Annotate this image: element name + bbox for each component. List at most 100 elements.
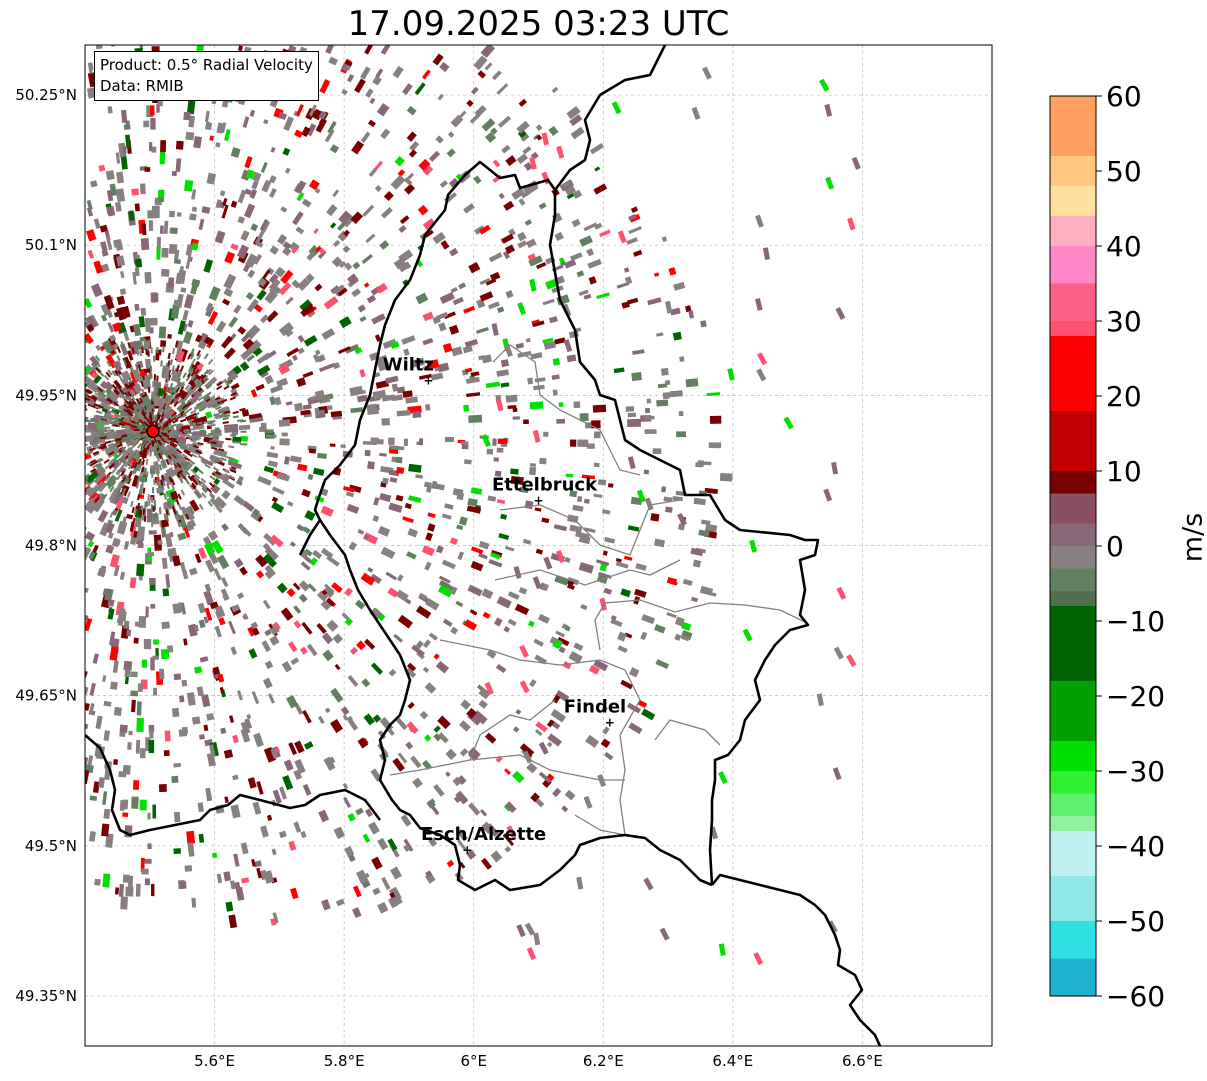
echo-cell xyxy=(190,468,197,475)
echo-cell xyxy=(318,110,328,120)
echo-cell xyxy=(690,547,704,557)
echo-cell xyxy=(274,396,282,406)
echo-cell xyxy=(148,739,155,754)
echo-cell xyxy=(169,359,174,366)
echo-cell xyxy=(220,588,229,599)
echo-cell xyxy=(89,461,96,467)
echo-cell xyxy=(60,451,66,454)
echo-cell xyxy=(218,617,226,626)
echo-cell xyxy=(193,476,200,483)
echo-cell xyxy=(87,484,100,498)
echo-cell xyxy=(469,609,478,616)
echo-cell xyxy=(456,492,465,501)
echo-cell xyxy=(169,210,175,218)
echo-cell xyxy=(356,640,366,651)
echo-cell xyxy=(215,405,222,410)
echo-cell xyxy=(297,278,311,291)
echo-cell xyxy=(146,408,150,415)
echo-cell xyxy=(496,499,506,505)
echo-cell xyxy=(365,233,376,244)
echo-cell xyxy=(579,413,589,422)
echo-cell xyxy=(155,479,159,486)
echo-cell xyxy=(576,495,583,503)
echo-cell xyxy=(346,273,359,285)
echo-cell xyxy=(64,453,70,457)
echo-cell xyxy=(139,429,146,432)
echo-cell xyxy=(344,587,353,597)
echo-cell xyxy=(252,627,260,636)
echo-cell xyxy=(344,846,355,857)
echo-cell xyxy=(105,522,115,534)
echo-cell xyxy=(183,429,190,432)
echo-cell xyxy=(97,458,104,464)
echo-cell xyxy=(220,727,227,735)
echo-cell xyxy=(248,648,258,659)
echo-cell xyxy=(439,61,450,73)
echo-cell xyxy=(630,496,643,506)
echo-cell xyxy=(212,466,220,472)
echo-cell xyxy=(320,599,332,611)
echo-cell xyxy=(74,456,80,460)
echo-cell xyxy=(350,407,364,414)
echo-cell xyxy=(523,161,533,172)
echo-cell xyxy=(312,467,325,476)
echo-cell xyxy=(314,389,325,398)
echo-cell xyxy=(617,645,628,653)
echo-cell xyxy=(126,457,132,464)
echo-cell xyxy=(484,681,494,695)
echo-cell xyxy=(233,304,242,314)
echo-cell xyxy=(233,557,244,568)
echo-cell xyxy=(437,362,450,373)
echo-cell xyxy=(263,119,269,125)
echo-cell xyxy=(163,420,170,426)
echo-cell xyxy=(191,482,197,489)
echo-cell xyxy=(120,155,128,170)
echo-cell xyxy=(173,673,182,681)
echo-cell xyxy=(95,462,102,468)
echo-cell xyxy=(230,243,239,251)
echo-cell xyxy=(537,613,550,624)
echo-cell xyxy=(419,710,429,720)
echo-cell xyxy=(553,524,567,532)
echo-cell xyxy=(161,621,170,629)
city-label: Ettelbruck xyxy=(492,474,598,495)
echo-cell xyxy=(489,271,501,282)
echo-cell xyxy=(224,796,229,804)
echo-cell xyxy=(374,184,382,192)
echo-cell xyxy=(127,342,131,349)
echo-cell xyxy=(104,445,119,455)
echo-cell xyxy=(425,532,433,542)
echo-cell xyxy=(196,686,204,697)
echo-cell xyxy=(223,871,232,882)
echo-cell xyxy=(184,469,191,476)
echo-cell xyxy=(688,310,695,319)
echo-cell xyxy=(650,513,660,522)
echo-cell xyxy=(71,444,77,447)
echo-cell xyxy=(196,402,203,408)
echo-cell xyxy=(180,489,186,496)
echo-cell xyxy=(135,482,140,489)
echo-cell xyxy=(217,400,224,405)
echo-cell xyxy=(77,448,83,452)
echo-cell xyxy=(330,718,344,734)
echo-cell xyxy=(85,547,92,562)
echo-cell xyxy=(213,478,221,486)
echo-cell xyxy=(375,282,388,294)
echo-cell xyxy=(108,488,121,503)
echo-cell xyxy=(753,952,764,966)
echo-cell xyxy=(314,187,321,194)
echo-cell xyxy=(363,713,375,726)
echo-cell xyxy=(496,595,512,609)
echo-cell xyxy=(183,527,191,538)
echo-cell xyxy=(196,353,202,361)
echo-cell xyxy=(247,777,257,789)
echo-cell xyxy=(448,177,460,189)
echo-cell xyxy=(150,347,153,354)
echo-cell xyxy=(380,128,391,140)
echo-cell xyxy=(142,508,146,516)
echo-cell xyxy=(122,436,129,441)
echo-cell xyxy=(190,483,197,490)
echo-cell xyxy=(153,461,156,468)
echo-cell xyxy=(371,856,383,870)
lon-tick-label: 6.2°E xyxy=(583,1052,624,1070)
